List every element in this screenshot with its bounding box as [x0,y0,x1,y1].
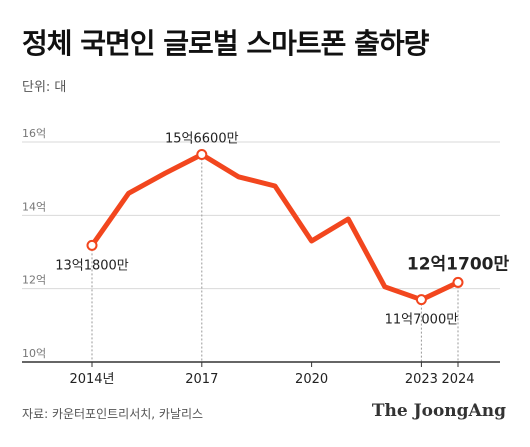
y-tick-label: 16억 [22,127,46,140]
x-tick-label: 2017 [185,372,218,387]
x-tick-label: 2020 [295,372,328,387]
line-chart: 10억 12억 14억 16억 2014년 2017 2020 2023 2024 13억1800… [22,127,510,387]
publisher-logo: The JoongAng [371,401,506,421]
series-line [89,152,461,303]
y-tick-label: 10억 [22,347,46,360]
data-label: 12억1700만 [407,254,510,274]
data-label: 11억7000만 [385,313,459,328]
x-tick-label: 2014년 [69,372,114,387]
data-point-marker [415,294,427,306]
chart-title: 정체 국면인 글로벌 스마트폰 출하량 [22,27,429,60]
data-point-marker [196,148,208,160]
x-tick-label: 2024 [441,372,474,387]
data-label: 15억6600만 [165,131,239,146]
y-tick-label: 14억 [22,200,46,213]
data-point-marker [86,239,98,251]
source-note: 자료: 카운터포인트리서치, 카날리스 [22,407,204,421]
unit-label: 단위: 대 [22,80,67,95]
y-tick-label: 12억 [22,274,46,287]
data-point-marker [452,276,464,288]
x-tick-label: 2023 [405,372,438,387]
data-label: 13억1800만 [55,258,129,273]
